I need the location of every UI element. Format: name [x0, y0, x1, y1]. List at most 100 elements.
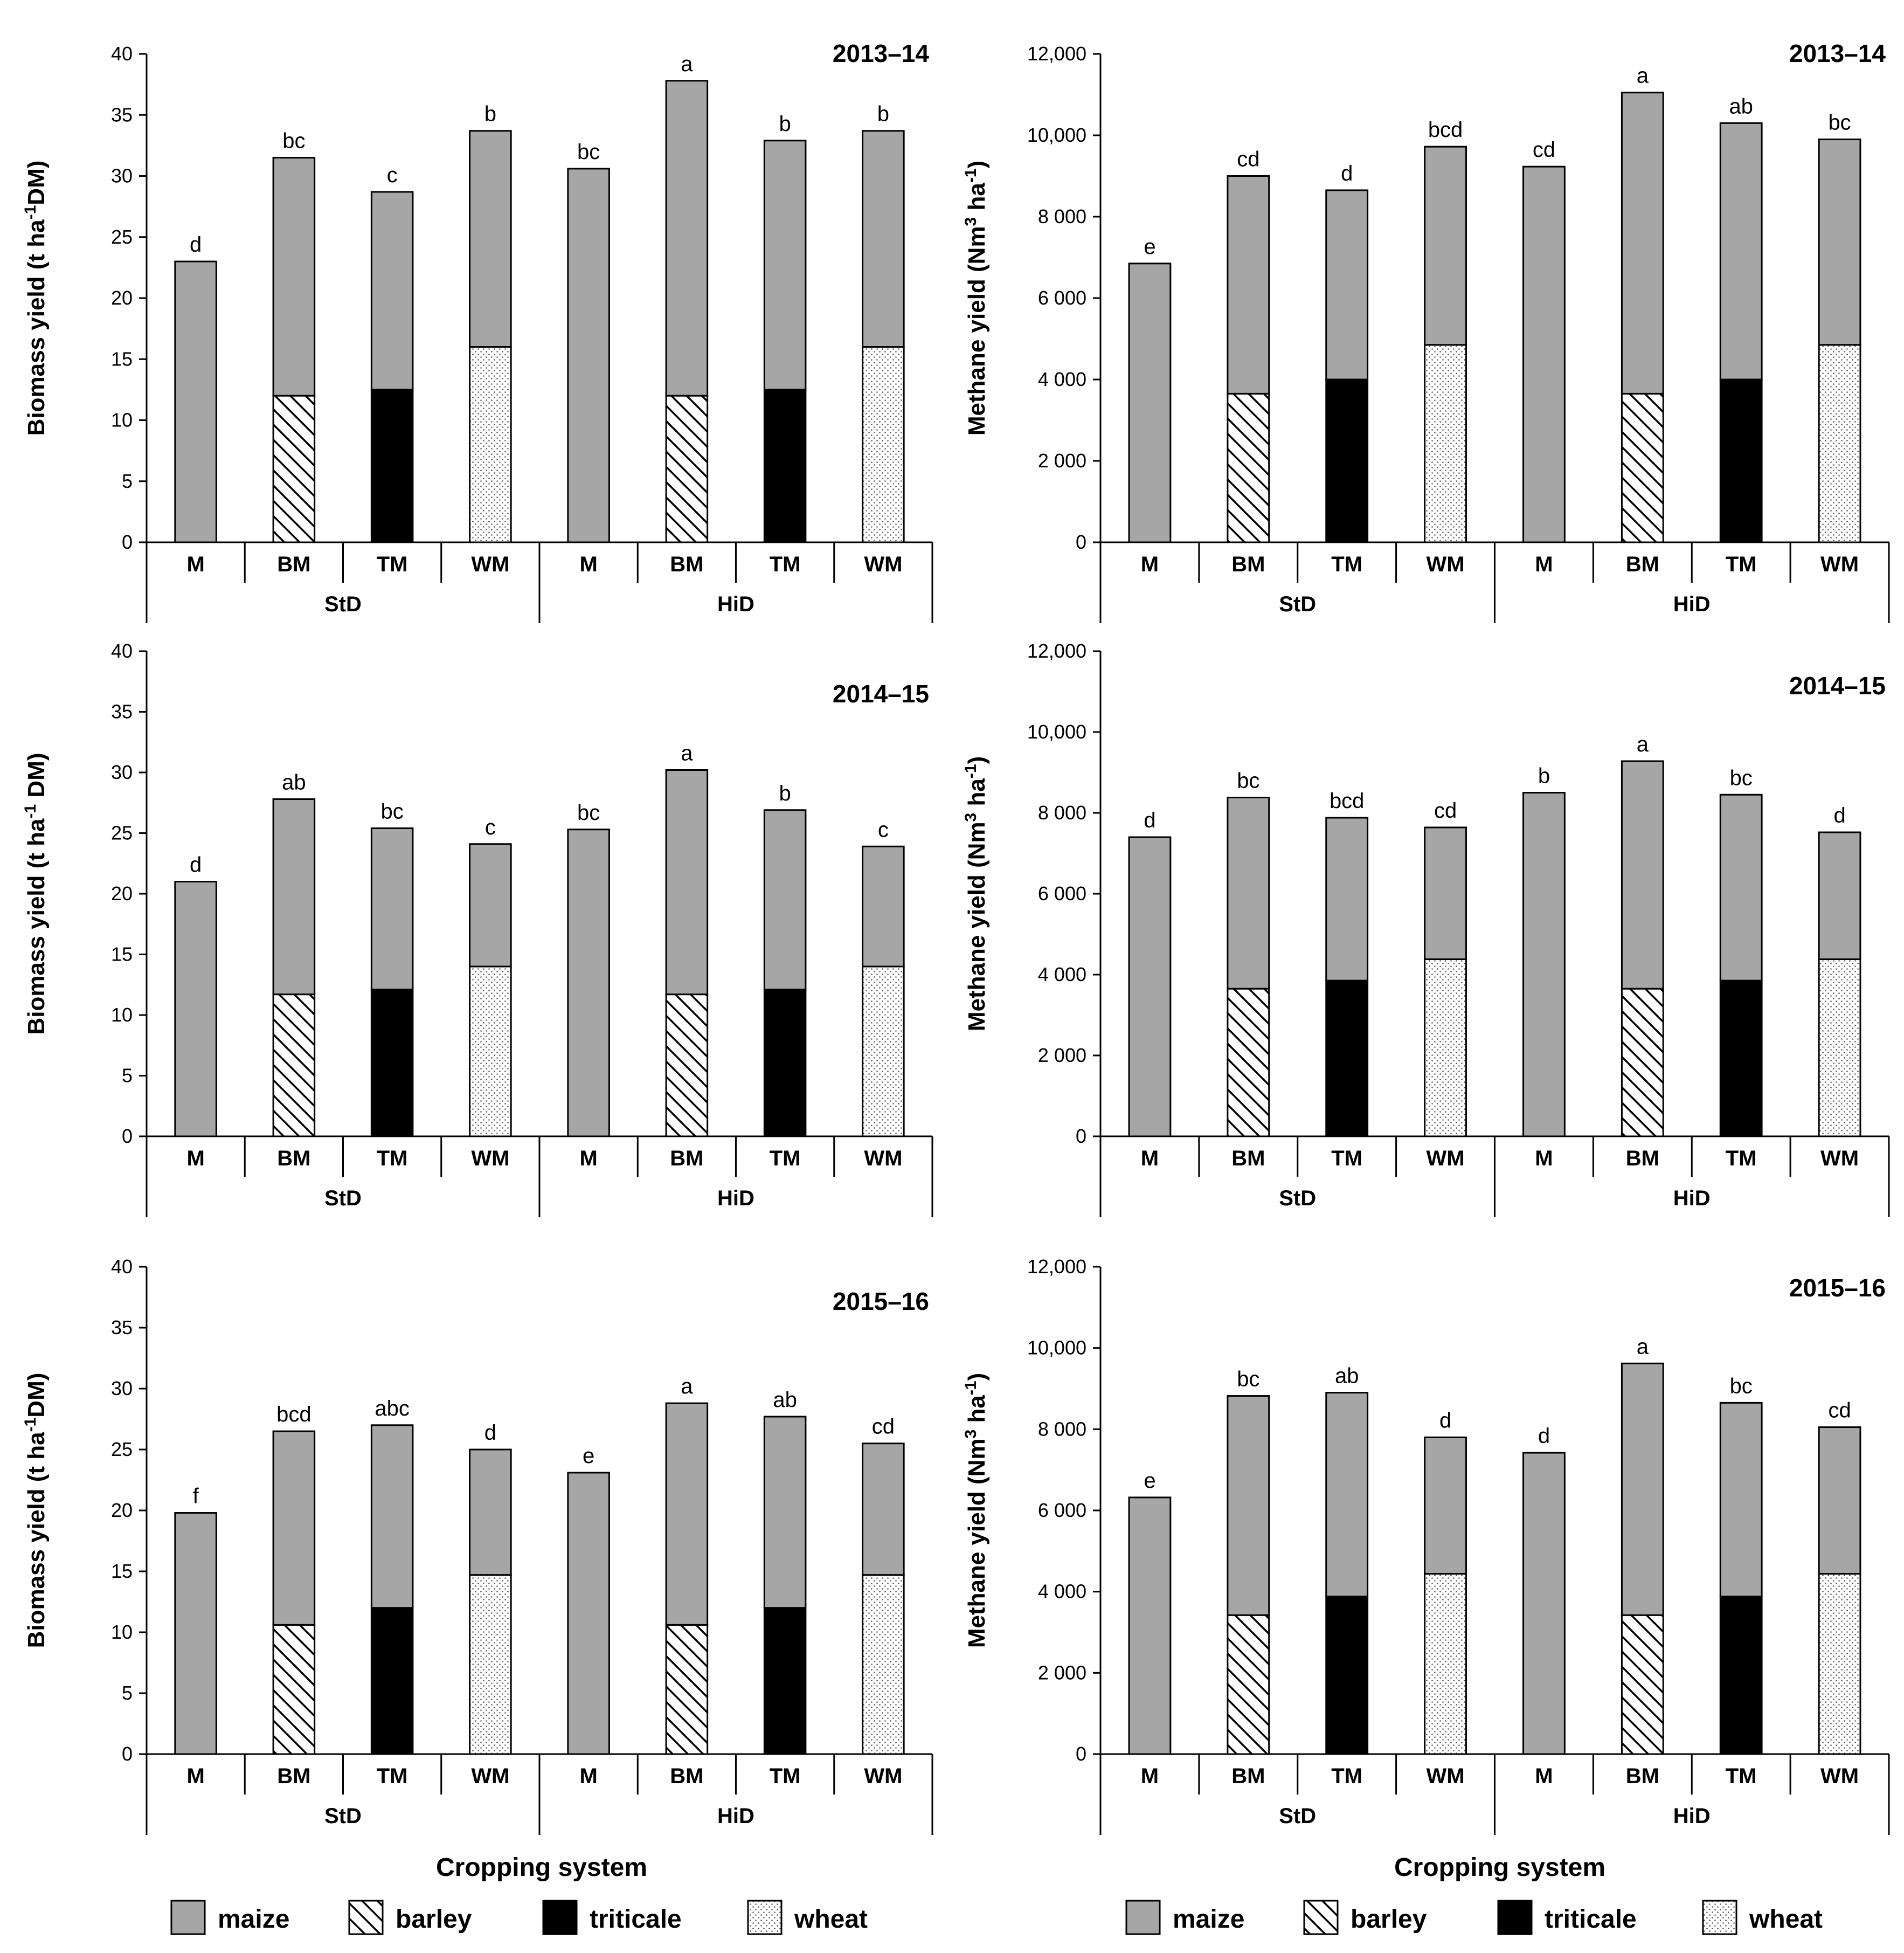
bar-maize: [763, 140, 807, 391]
y-tick-label: 6 000: [1038, 882, 1086, 905]
bar-maize: [1522, 1452, 1566, 1755]
y-axis-title: Biomass yield (t ha-1 DM): [22, 753, 50, 1034]
bar-maize: [1621, 760, 1664, 990]
significance-letter: cd: [1237, 148, 1259, 171]
y-tick-label: 4 000: [1038, 1581, 1086, 1603]
legend-swatch-maize: [1125, 1900, 1161, 1935]
bar-triticale: [1719, 1596, 1763, 1755]
significance-letter: d: [484, 1421, 496, 1445]
y-tick-label: 6 000: [1038, 1499, 1086, 1521]
bar-maize: [763, 1416, 807, 1609]
bar-barley: [665, 395, 709, 543]
legend-label-maize: maize: [1173, 1905, 1244, 1934]
y-tick-label: 0: [1076, 1743, 1086, 1765]
bar-maize: [1719, 1402, 1763, 1598]
y-axis-title: Biomass yield (t ha-1DM): [22, 1373, 50, 1648]
bar-maize: [1227, 1395, 1270, 1616]
significance-letter: d: [190, 853, 202, 877]
bar-wheat: [1818, 958, 1861, 1137]
bar-maize: [763, 809, 807, 991]
group-label: HiD: [717, 1804, 754, 1828]
category-label: BM: [1231, 553, 1265, 576]
y-tick-label: 10: [111, 409, 133, 431]
bar-maize: [370, 1424, 414, 1609]
bar-triticale: [1325, 979, 1369, 1137]
category-label: BM: [277, 1764, 310, 1788]
y-tick-label: 4 000: [1038, 368, 1086, 390]
legend-swatch-maize: [170, 1900, 206, 1935]
bar-triticale: [763, 989, 807, 1137]
group-label: StD: [1279, 592, 1316, 616]
significance-letter: c: [878, 818, 889, 841]
significance-letter: e: [583, 1444, 594, 1468]
significance-letter: b: [877, 102, 889, 126]
significance-letter: ab: [282, 771, 306, 795]
significance-letter: d: [1833, 804, 1845, 827]
bar-maize: [665, 769, 709, 996]
y-tick-label: 5: [122, 1065, 133, 1087]
category-label: TM: [770, 1147, 801, 1170]
y-tick-label: 10: [111, 1621, 133, 1643]
y-tick-label: 25: [111, 1438, 133, 1460]
bar-maize: [1424, 1436, 1467, 1575]
category-label: WM: [471, 553, 509, 576]
bar-maize: [1227, 797, 1270, 990]
group-label: StD: [324, 592, 362, 616]
bar-maize: [1424, 146, 1467, 346]
chart-met-2014: 0 2 000 4 000 6 000 8 000 10,000 12,000 M BM TM WM…: [962, 640, 1890, 1217]
chart-bio-2015: 0 5 10 15 20 25 30 35 40 M BM TM WM M BM TM WM StD HiD f bcd…: [22, 1255, 933, 1835]
y-tick-label: 12,000: [1027, 640, 1086, 662]
significance-letter: d: [1538, 1424, 1550, 1448]
bar-maize: [1424, 826, 1467, 960]
significance-letter: b: [1538, 764, 1550, 788]
bar-triticale: [370, 989, 414, 1137]
bar-wheat: [1818, 1573, 1861, 1755]
category-label: WM: [1820, 553, 1859, 576]
year-label: 2014–15: [833, 680, 929, 708]
bar-maize: [1621, 1362, 1664, 1616]
bar-maize: [1128, 263, 1172, 543]
bar-maize: [1818, 831, 1861, 960]
bar-maize: [174, 260, 217, 543]
significance-letter: bcd: [1428, 118, 1463, 142]
significance-letter: c: [387, 163, 398, 187]
y-tick-label: 20: [111, 882, 133, 905]
bar-wheat: [862, 1574, 905, 1755]
significance-letter: d: [1144, 809, 1155, 832]
y-tick-label: 40: [111, 43, 133, 65]
category-label: M: [1535, 553, 1553, 576]
significance-letter: a: [1637, 1335, 1649, 1358]
bar-maize: [665, 80, 709, 397]
bar-maize: [1128, 836, 1172, 1137]
significance-letter: bc: [577, 801, 600, 825]
legend-left: maize barley triticale wheat: [170, 1900, 868, 1935]
y-axis-title: Methane yield (Nm3 ha-1): [962, 161, 991, 436]
bar-wheat: [469, 965, 512, 1137]
year-label: 2013–14: [833, 39, 929, 67]
chart-met-2013: 0 2 000 4 000 6 000 8 000 10,000 12,000 M BM TM WM…: [962, 39, 1890, 623]
y-tick-label: 15: [111, 348, 133, 370]
year-label: 2013–14: [1789, 39, 1886, 67]
legend-swatch-barley: [348, 1900, 384, 1935]
significance-letter: b: [484, 102, 496, 126]
category-label: M: [186, 553, 204, 576]
bar-barley: [1227, 988, 1270, 1137]
category-label: BM: [1231, 1764, 1265, 1788]
bar-maize: [272, 1430, 316, 1626]
y-tick-label: 10,000: [1027, 721, 1086, 743]
category-label: BM: [1626, 1764, 1659, 1788]
bar-triticale: [370, 1607, 414, 1755]
bar-wheat: [1818, 344, 1861, 543]
category-label: WM: [1427, 1764, 1465, 1788]
category-label: WM: [471, 1764, 509, 1788]
bar-maize: [665, 1402, 709, 1626]
bar-triticale: [370, 389, 414, 543]
bar-triticale: [763, 1607, 807, 1755]
bar-maize: [1325, 817, 1369, 982]
category-label: TM: [1331, 1147, 1362, 1170]
x-title-right: Cropping system: [1394, 1853, 1605, 1882]
significance-letter: ab: [1729, 94, 1753, 118]
bar-barley: [1621, 1614, 1664, 1755]
bar-barley: [1621, 392, 1664, 543]
y-tick-label: 25: [111, 226, 133, 248]
